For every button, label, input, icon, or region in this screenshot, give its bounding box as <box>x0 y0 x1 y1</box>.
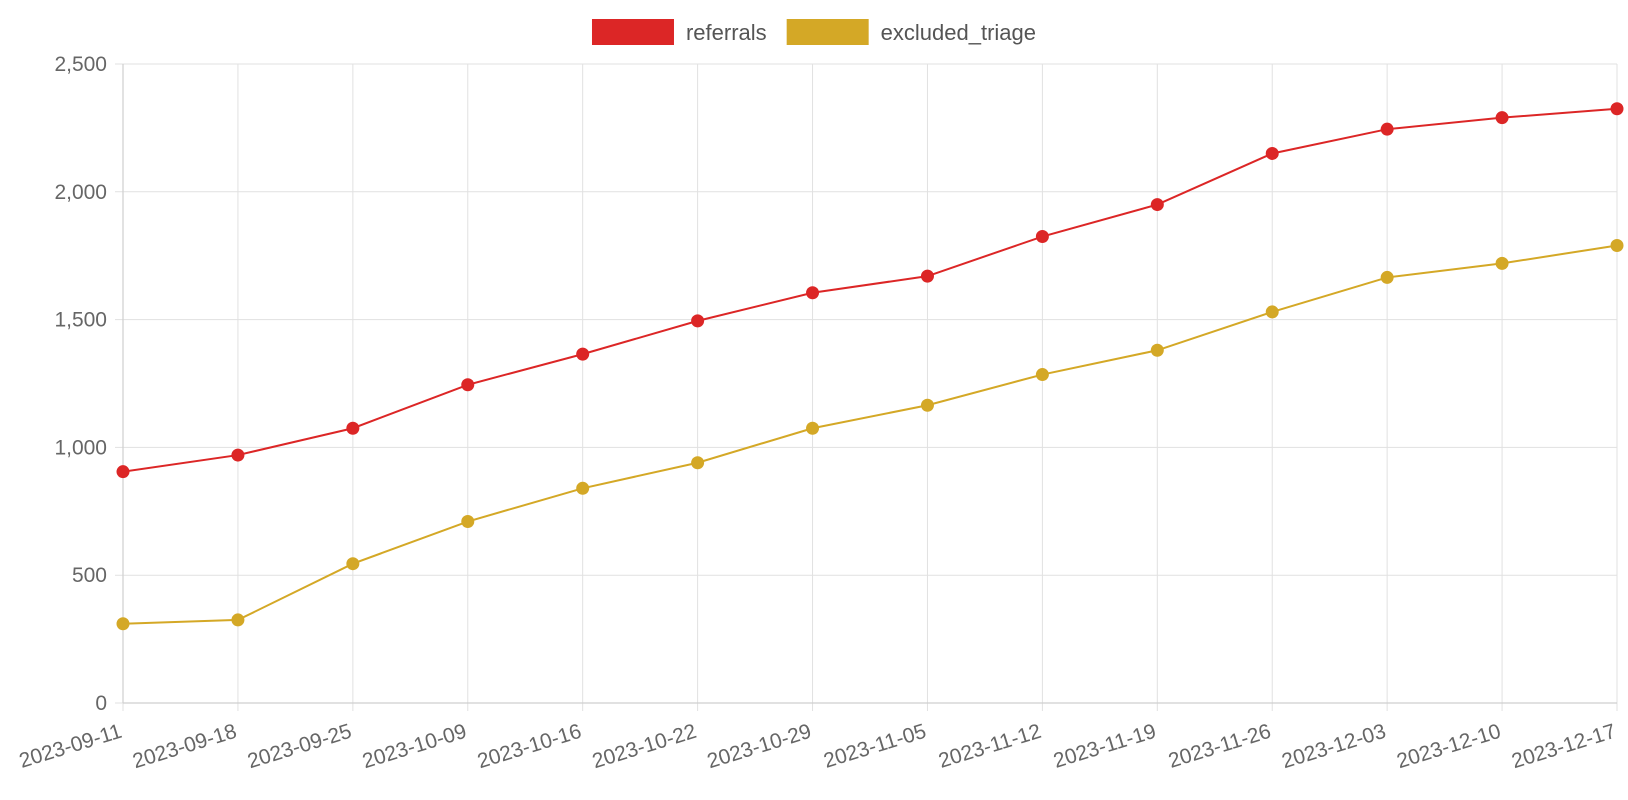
data-point[interactable] <box>576 481 590 495</box>
x-tick-label: 2023-11-26 <box>1166 720 1274 773</box>
x-tick-label: 2023-11-19 <box>1051 720 1159 773</box>
legend-swatch <box>786 19 869 45</box>
data-point[interactable] <box>1150 343 1164 357</box>
data-point[interactable] <box>1610 102 1624 116</box>
data-point[interactable] <box>1380 122 1394 136</box>
y-tick-label: 2,500 <box>54 53 107 76</box>
series <box>116 102 1624 631</box>
data-point[interactable] <box>806 286 820 300</box>
x-tick-label: 2023-10-29 <box>705 720 814 773</box>
series-line <box>122 107 1618 473</box>
legend-item-excluded_triage[interactable]: excluded_triage <box>786 19 1036 45</box>
y-tick-label: 1,000 <box>54 436 107 459</box>
data-point[interactable] <box>1265 146 1279 160</box>
legend-swatch <box>591 19 674 45</box>
data-point[interactable] <box>1495 111 1509 125</box>
series-excluded_triage <box>116 238 1624 631</box>
data-point[interactable] <box>1035 368 1049 382</box>
data-point[interactable] <box>461 515 475 529</box>
series-referrals <box>116 102 1624 479</box>
data-point[interactable] <box>920 398 934 412</box>
y-tick-label: 2,000 <box>54 181 107 204</box>
x-tick-label: 2023-10-09 <box>360 720 469 773</box>
x-tick-label: 2023-12-10 <box>1394 720 1503 773</box>
data-point[interactable] <box>231 448 245 462</box>
data-point[interactable] <box>1150 198 1164 212</box>
data-point[interactable] <box>346 557 360 571</box>
legend-label: referrals <box>686 20 767 45</box>
x-tick-label: 2023-09-11 <box>16 720 124 773</box>
x-tick-label: 2023-11-05 <box>821 720 929 773</box>
data-point[interactable] <box>1380 270 1394 284</box>
x-tick-label: 2023-10-16 <box>475 720 584 773</box>
data-point[interactable] <box>1610 238 1624 252</box>
data-point[interactable] <box>806 421 820 435</box>
data-point[interactable] <box>461 378 475 392</box>
x-tick-label: 2023-09-18 <box>130 720 239 773</box>
data-point[interactable] <box>346 421 360 435</box>
legend-item-referrals[interactable]: referrals <box>591 19 767 45</box>
data-point[interactable] <box>691 314 705 328</box>
data-point[interactable] <box>116 465 130 479</box>
data-point[interactable] <box>691 456 705 470</box>
data-point[interactable] <box>116 617 130 631</box>
y-tick-label: 500 <box>72 564 107 587</box>
axes: 2023-09-11 2023-09-18 2023-09-25 2023-10-09… <box>16 53 1618 773</box>
data-point[interactable] <box>1035 230 1049 244</box>
data-point[interactable] <box>576 347 590 361</box>
x-tick-label: 2023-11-12 <box>936 720 1044 773</box>
data-point[interactable] <box>1265 305 1279 319</box>
series-line <box>122 244 1618 625</box>
x-tick-label: 2023-10-22 <box>590 720 699 773</box>
x-tick-label: 2023-09-25 <box>245 720 354 773</box>
legend-label: excluded_triage <box>881 20 1036 45</box>
data-point[interactable] <box>231 613 245 627</box>
y-tick-label: 1,500 <box>54 309 107 332</box>
y-tick-label: 0 <box>95 692 107 715</box>
x-tick-label: 2023-12-17 <box>1509 720 1618 773</box>
data-point[interactable] <box>1495 256 1509 270</box>
x-tick-label: 2023-12-03 <box>1279 720 1388 773</box>
data-point[interactable] <box>920 269 934 283</box>
legend: referrals excluded_triage <box>591 19 1036 45</box>
grid <box>115 63 1618 711</box>
